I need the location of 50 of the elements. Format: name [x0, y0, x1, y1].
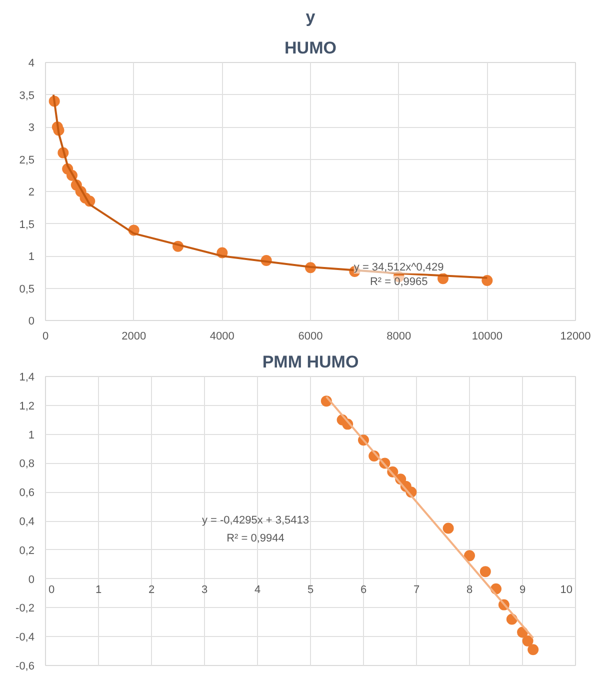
point: [522, 635, 534, 646]
x-tick-label: 3: [201, 584, 208, 596]
chart-title: y: [306, 8, 316, 26]
y-tick-label: 1,4: [19, 372, 35, 384]
annotation: R² = 0,9944: [226, 532, 284, 544]
y-tick-label: 0,5: [19, 283, 35, 296]
y-tick-label: 0,8: [19, 458, 35, 470]
y-tick-label: -0,2: [16, 602, 35, 615]
y-tick-label: 2: [28, 186, 35, 198]
point: [480, 566, 491, 578]
chart-subtitle: HUMO: [284, 38, 336, 58]
y-tick-label: 2,5: [19, 154, 35, 166]
x-tick-label: 0: [42, 330, 49, 342]
point: [528, 644, 539, 656]
y-tick-label: 1: [28, 251, 35, 263]
y-tick-label: 1,5: [19, 218, 35, 231]
x-tick-label: 8: [466, 584, 473, 596]
x-tick-label: 6000: [298, 330, 323, 342]
x-tick-label: 5: [307, 584, 314, 596]
x-tick-label: 2000: [122, 330, 146, 342]
y-tick-label: 0,4: [19, 516, 35, 528]
x-tick-label: 4000: [210, 330, 234, 342]
y-tick-label: 4: [28, 58, 35, 70]
x-tick-label: 8000: [386, 330, 412, 342]
y-tick-label: 1,2: [19, 400, 35, 412]
point: [464, 550, 475, 562]
x-tick-label: 12000: [560, 330, 591, 342]
annotation: y = -0,4295x + 3,5413: [202, 514, 310, 526]
point: [442, 522, 454, 534]
x-tick-label: 1: [95, 584, 102, 596]
y-tick-label: 0: [28, 316, 35, 328]
y-tick-label: 0,6: [19, 487, 35, 500]
chart-title: PMM HUMO: [262, 352, 359, 372]
x-tick-label: 0: [48, 584, 55, 596]
y-tick-label: 1: [28, 429, 35, 442]
x-tick-label: 9: [519, 584, 526, 596]
y-tick-label: 0,2: [19, 544, 35, 557]
x-tick-label: 6: [360, 584, 367, 596]
y-tick-label: 3,5: [19, 90, 35, 102]
y-tick-label: -0,6: [16, 660, 35, 672]
x-tick-label: 2: [148, 584, 155, 596]
x-tick-label: 10000: [472, 330, 502, 342]
x-tick-label: 7: [413, 584, 420, 596]
annotation: y = 34,512x^0,429: [354, 262, 444, 274]
y-tick-label: 0: [28, 574, 35, 586]
x-tick-label: 10: [560, 584, 573, 596]
y-tick-label: -0,4: [16, 632, 35, 644]
y-tick-label: 3: [28, 122, 35, 134]
x-tick-label: 4: [254, 584, 261, 596]
annotation: R² = 0,9965: [370, 276, 428, 288]
